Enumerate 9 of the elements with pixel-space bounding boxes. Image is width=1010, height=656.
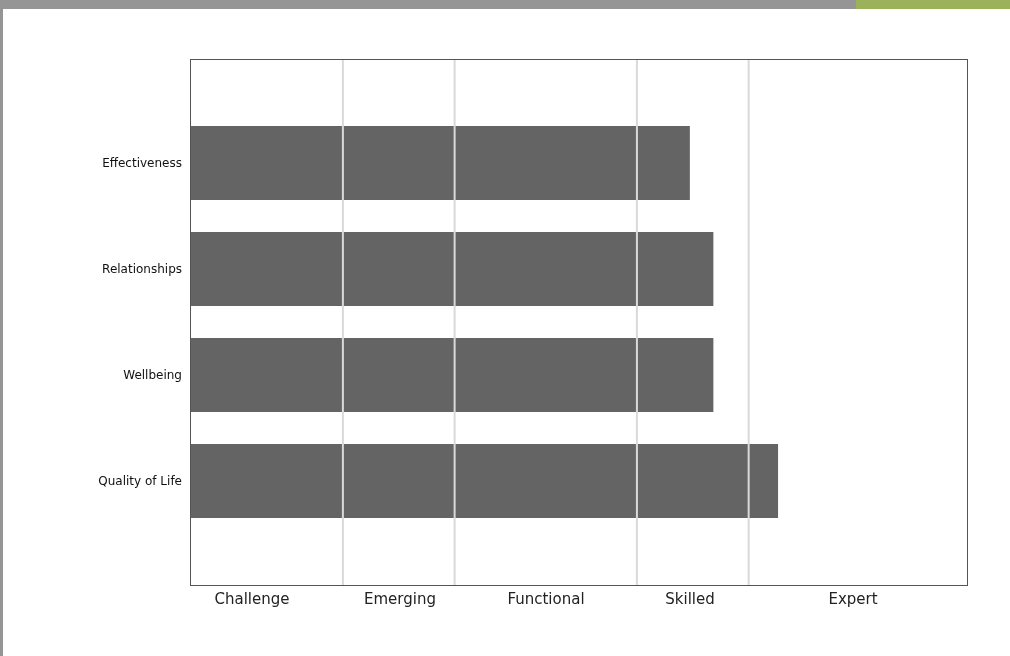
text: Challenge xyxy=(213,590,291,608)
text: Expert xyxy=(827,590,879,608)
text: Emerging xyxy=(363,590,437,608)
y-tick-label: Relationships xyxy=(102,262,182,277)
text: Functional xyxy=(506,590,586,608)
text: Skilled xyxy=(664,590,716,608)
y-tick-label: Wellbeing xyxy=(123,368,182,383)
y-tick-label: Effectiveness xyxy=(102,156,182,171)
y-tick-label: Quality of Life xyxy=(98,474,182,489)
